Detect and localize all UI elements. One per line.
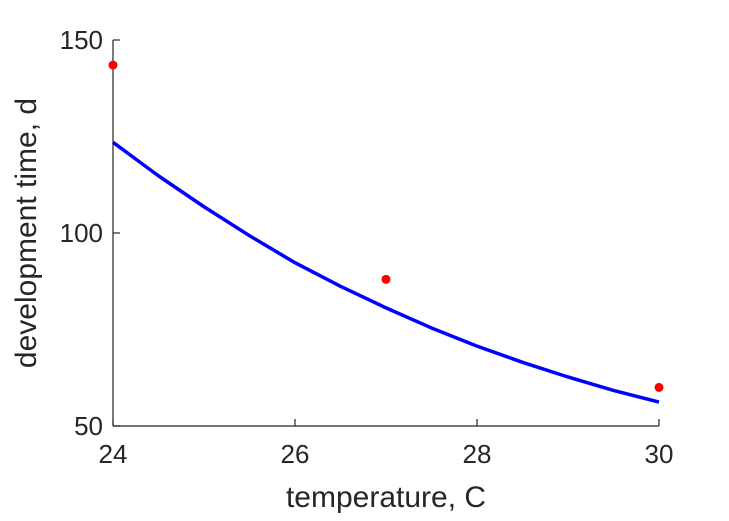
x-tick-label: 26 [281, 439, 310, 469]
data-point [381, 274, 391, 284]
x-axis-label: temperature, C [286, 481, 486, 514]
y-axis-label: development time, d [10, 98, 43, 368]
series-lines [111, 140, 660, 404]
data-point [108, 60, 118, 70]
y-ticks: 50 100 150 [60, 25, 120, 441]
y-tick-label: 50 [74, 411, 103, 441]
x-tick-label: 30 [645, 439, 674, 469]
fitted-curve [111, 140, 660, 404]
x-ticks: 24 26 28 30 [99, 419, 674, 469]
data-point [654, 382, 664, 392]
series-points [108, 60, 664, 392]
axes: 24 26 28 30 50 100 150 [60, 25, 674, 469]
y-tick-label: 100 [60, 218, 103, 248]
plot-area [108, 60, 664, 404]
y-tick-label: 150 [60, 25, 103, 55]
x-tick-label: 28 [463, 439, 492, 469]
x-tick-label: 24 [99, 439, 128, 469]
